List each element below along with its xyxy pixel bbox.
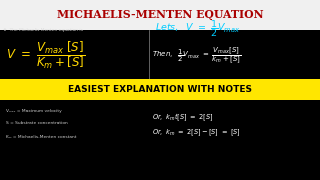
Text: S = Substrate concentration: S = Substrate concentration — [6, 121, 68, 125]
Text: Vₘₐₓ = Maximum velocity: Vₘₐₓ = Maximum velocity — [6, 109, 62, 113]
Text: $\it{Then,}\ \ \dfrac{1}{2}V_{max}\ =\ \dfrac{V_{max}[S]}{k_m+[S]}$: $\it{Then,}\ \ \dfrac{1}{2}V_{max}\ =\ \… — [152, 45, 241, 65]
Text: EASIEST EXPLANATION WITH NOTES: EASIEST EXPLANATION WITH NOTES — [68, 85, 252, 94]
Text: Kₘ = Michaelis-Menten constant: Kₘ = Michaelis-Menten constant — [6, 135, 77, 139]
Bar — [0, 79, 320, 100]
Text: $\it{Lets,}$  $V\ =\ \dfrac{1}{2}V_{max}$: $\it{Lets,}$ $V\ =\ \dfrac{1}{2}V_{max}$ — [155, 18, 241, 39]
Text: $V\ =\ \dfrac{V_{max}\ [S]}{K_m+[S]}$: $V\ =\ \dfrac{V_{max}\ [S]}{K_m+[S]}$ — [6, 39, 86, 71]
Text: $\it{Or,}\ k_m\ =\ 2[S]-[S]\ =\ [S]$: $\it{Or,}\ k_m\ =\ 2[S]-[S]\ =\ [S]$ — [152, 128, 241, 138]
Text: $\it{Or,}\ k_m t[S]\ =\ 2[S]$: $\it{Or,}\ k_m t[S]\ =\ 2[S]$ — [152, 111, 213, 123]
Text: MICHAELIS-MENTEN EQUATION: MICHAELIS-MENTEN EQUATION — [57, 9, 263, 20]
Text: $\it{Or,}\ k_m t[S]\ =\ \dfrac{2\ V_{max}[S]}{V_{max}}$: $\it{Or,}\ k_m t[S]\ =\ \dfrac{2\ V_{max… — [152, 83, 231, 102]
Text: ❖ In this equation: ❖ In this equation — [3, 85, 44, 90]
Text: V = Measured velocity: V = Measured velocity — [6, 96, 56, 100]
Text: ❖  The Michaelis Menten equation is: ❖ The Michaelis Menten equation is — [3, 28, 83, 32]
Bar — [0, 0, 320, 30]
